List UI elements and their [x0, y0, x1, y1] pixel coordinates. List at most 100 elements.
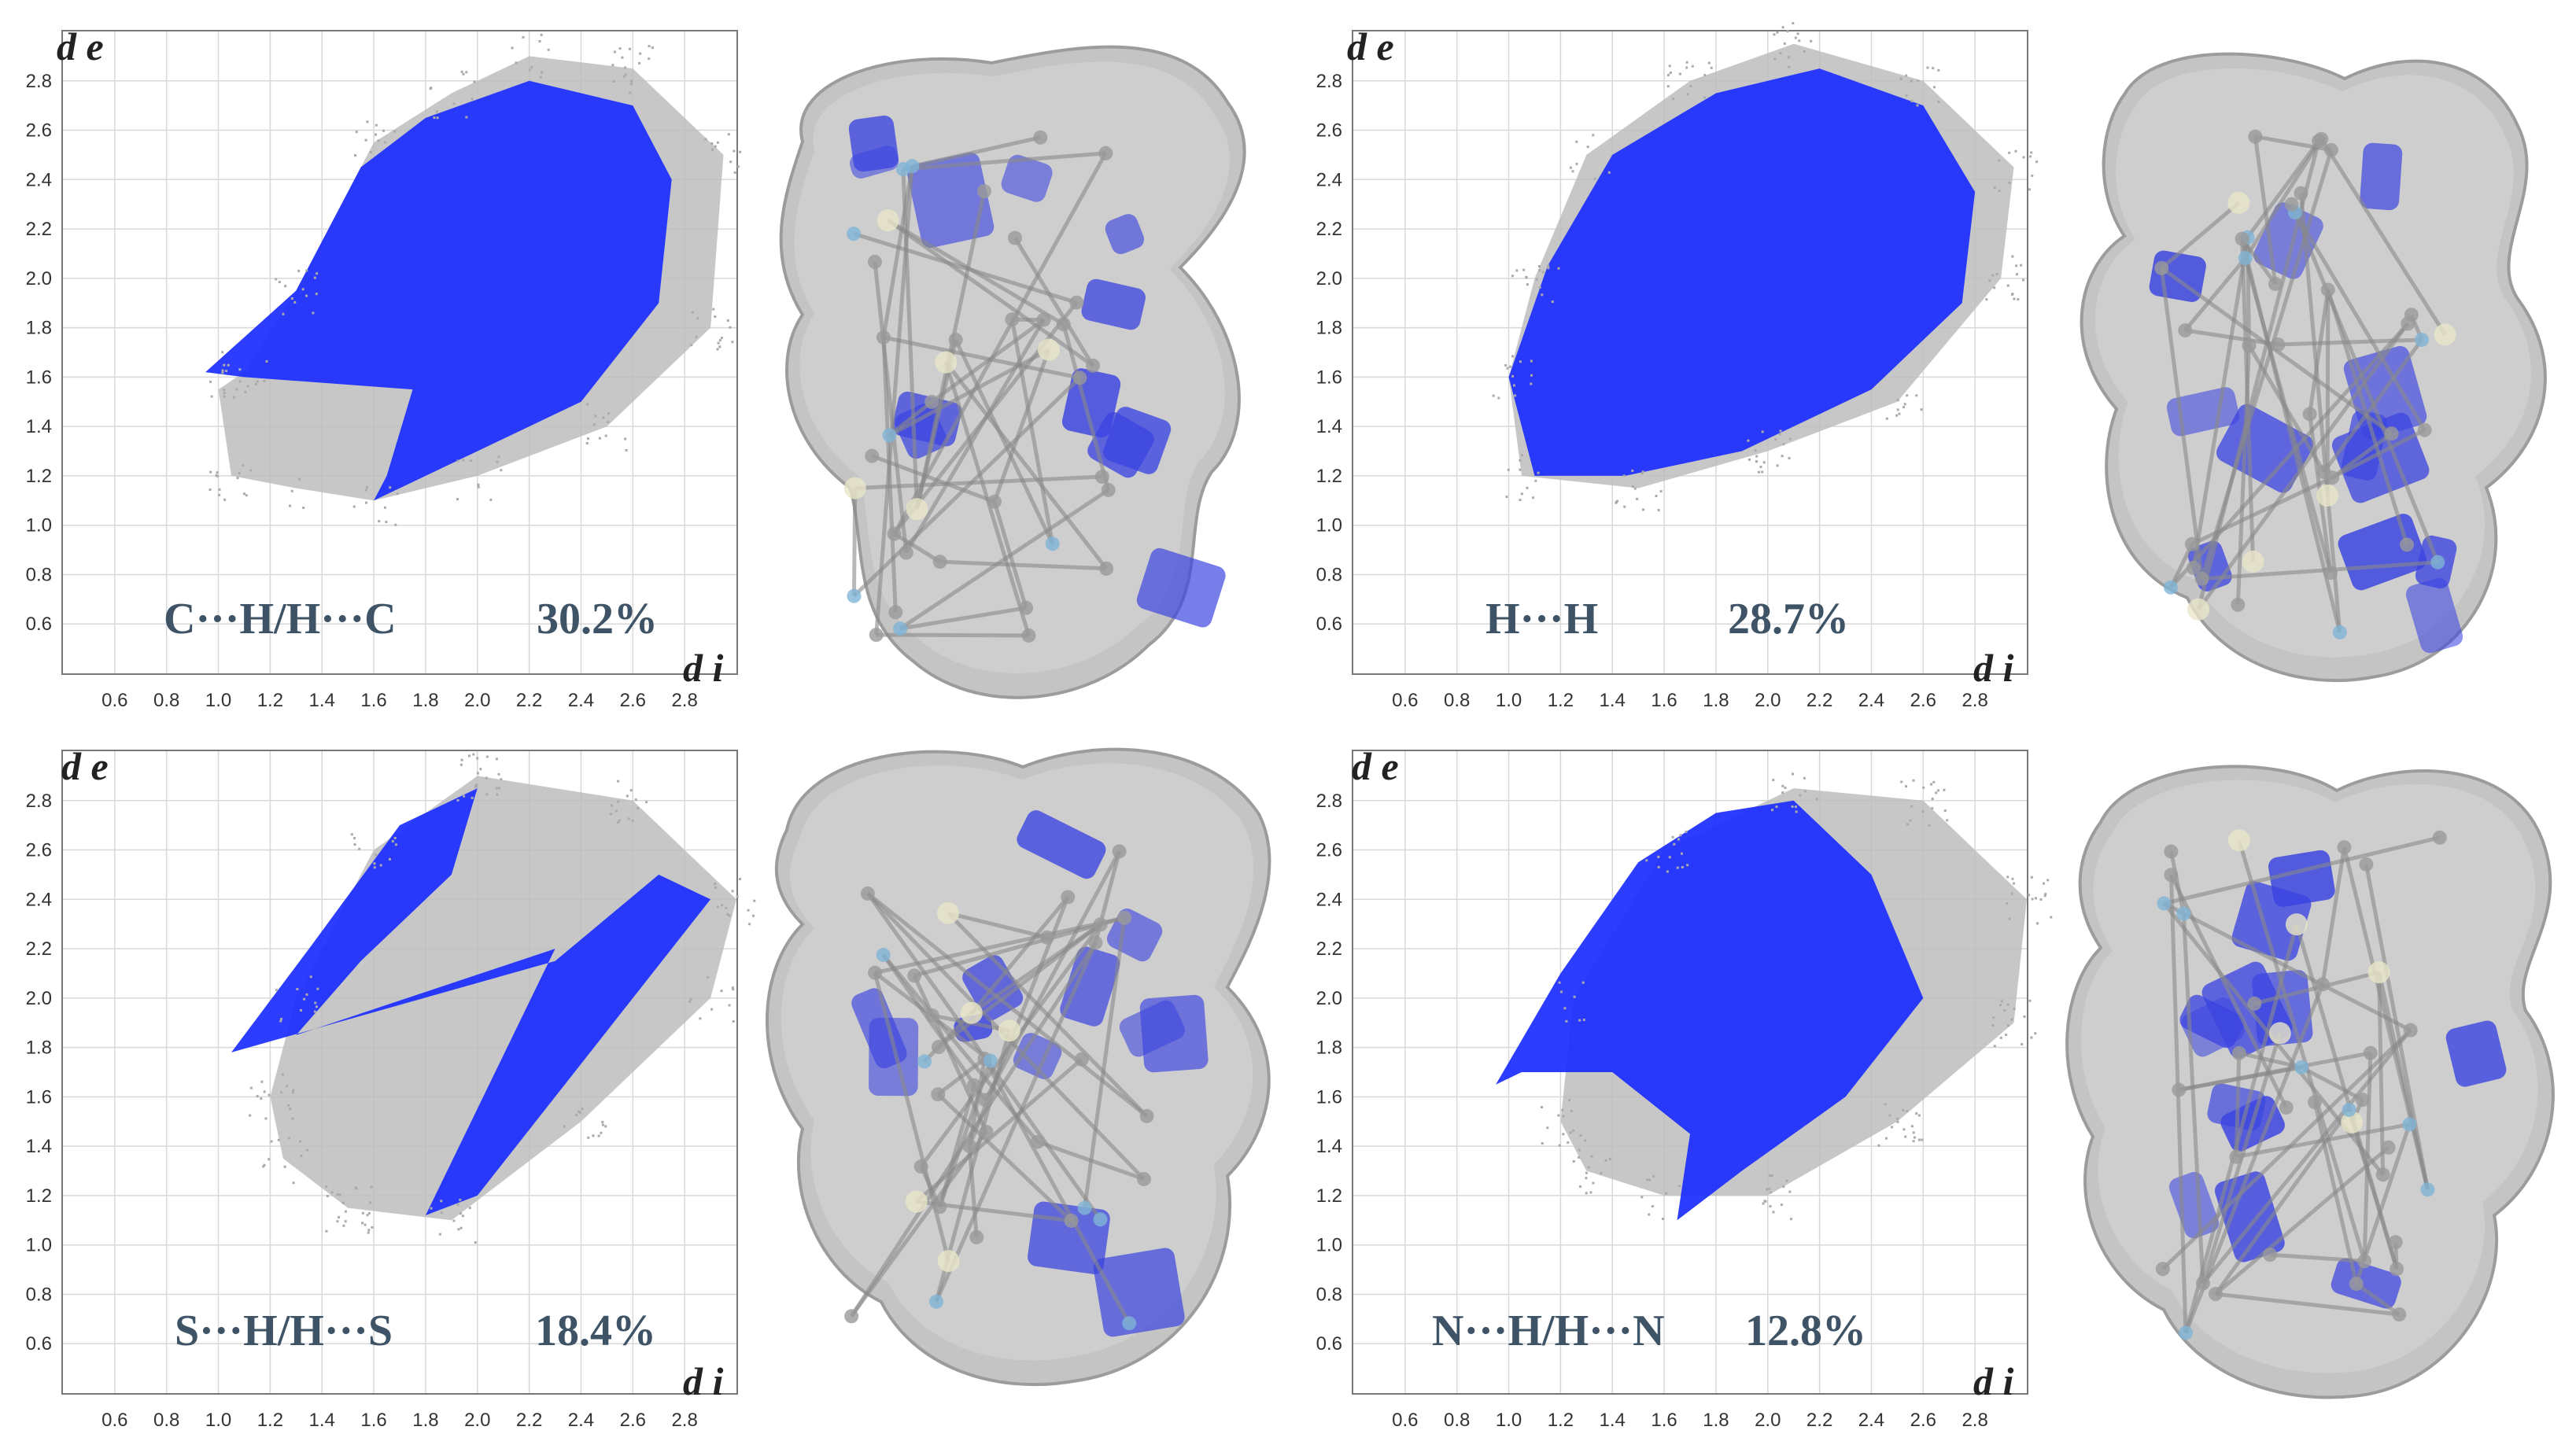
- speckle-point: [1530, 374, 1533, 377]
- speckle-point: [629, 47, 632, 50]
- speckle-point: [1896, 399, 1899, 402]
- bond: [852, 376, 1082, 598]
- bond: [911, 135, 1041, 168]
- speckle-point: [1652, 1174, 1655, 1178]
- speckle-point: [720, 990, 723, 993]
- speckle-point: [2035, 160, 2039, 164]
- speckle-point: [648, 57, 651, 61]
- speckle-point: [1999, 1004, 2002, 1007]
- speckle-point: [254, 383, 257, 386]
- speckle-point: [617, 820, 620, 824]
- speckle-point: [460, 758, 463, 761]
- speckle-point: [210, 395, 213, 398]
- speckle-point: [2046, 879, 2050, 882]
- speckle-point: [1586, 146, 1589, 149]
- contact-patch: [1001, 154, 1053, 202]
- y-tick-label: 1.4: [26, 1136, 52, 1157]
- x-tick-label: 1.0: [1496, 690, 1522, 711]
- speckle-point: [1916, 104, 1919, 107]
- x-tick-label: 2.4: [1858, 690, 1884, 711]
- speckle-point: [459, 1212, 462, 1215]
- speckle-point: [355, 131, 358, 134]
- y-tick-label: 2.6: [1316, 840, 1342, 861]
- speckle-point: [280, 1091, 283, 1094]
- atom: [899, 545, 913, 560]
- speckle-point: [1538, 269, 1541, 272]
- speckle-point: [1781, 784, 1784, 787]
- speckle-point: [374, 133, 377, 136]
- atom: [2357, 1254, 2372, 1269]
- y-tick-label: 2.4: [1316, 889, 1342, 910]
- speckle-point: [511, 46, 514, 50]
- speckle-point: [265, 359, 268, 363]
- speckle-point: [1578, 1019, 1581, 1022]
- speckle-point: [631, 819, 634, 822]
- bond: [2191, 237, 2250, 569]
- y-tick-label: 2.0: [1316, 268, 1342, 289]
- atom: [1093, 917, 1108, 932]
- y-tick-label: 1.8: [26, 318, 52, 339]
- speckle-point: [1666, 870, 1669, 873]
- atom: [983, 1053, 998, 1068]
- speckle-point: [2030, 151, 2033, 154]
- atom: [2363, 1045, 2378, 1060]
- speckle-point: [1585, 1192, 1588, 1195]
- speckle-point: [354, 154, 357, 157]
- contact-patch: [1105, 214, 1145, 255]
- x-axis-title: d i: [683, 1359, 724, 1403]
- atom: [2271, 337, 2286, 352]
- speckle-point: [540, 33, 543, 36]
- speckle-point: [1685, 66, 1688, 69]
- speckle-point: [361, 1222, 364, 1225]
- speckle-point: [1681, 865, 1684, 868]
- speckle-point: [282, 312, 285, 315]
- y-tick-label: 2.2: [1316, 219, 1342, 240]
- bond: [2214, 1145, 2390, 1296]
- speckle-point: [1679, 834, 1682, 837]
- atom: [937, 901, 960, 924]
- atom: [905, 159, 920, 174]
- speckle-point: [731, 341, 734, 344]
- speckle-point: [1759, 466, 1762, 469]
- speckle-point: [1935, 791, 1938, 794]
- bond: [2183, 923, 2299, 1333]
- bond: [871, 454, 995, 504]
- speckle-point: [1788, 56, 1791, 59]
- atom: [2332, 625, 2347, 640]
- atom: [1098, 146, 1113, 160]
- speckle-point: [369, 151, 372, 154]
- speckle-point: [286, 1085, 289, 1088]
- speckle-point: [1520, 492, 1523, 496]
- x-tick-label: 2.6: [620, 690, 646, 711]
- speckle-point: [1902, 1128, 1906, 1131]
- speckle-point: [1776, 31, 1779, 34]
- speckle-point: [301, 288, 304, 291]
- speckle-point: [1943, 809, 1947, 813]
- speckle-point: [1946, 819, 1949, 822]
- atom: [2186, 560, 2201, 575]
- speckle-point: [617, 780, 620, 783]
- speckle-point: [1546, 1126, 1549, 1130]
- atom: [1136, 1171, 1151, 1186]
- speckle-point: [457, 1228, 460, 1231]
- speckle-point: [342, 1224, 345, 1227]
- speckle-point: [604, 1125, 607, 1128]
- bond: [2200, 149, 2334, 580]
- speckle-point: [364, 138, 367, 142]
- speckle-point: [1567, 1141, 1570, 1145]
- speckle-point: [2010, 892, 2013, 895]
- selected-contacts-region: [1508, 68, 1976, 476]
- y-tick-label: 1.4: [1316, 1136, 1342, 1157]
- atom: [1117, 910, 1132, 925]
- speckle-point: [1803, 776, 1806, 780]
- speckle-point: [1794, 805, 1797, 809]
- y-tick-label: 1.0: [1316, 515, 1342, 536]
- speckle-point: [1589, 1191, 1592, 1194]
- atom: [2359, 857, 2374, 872]
- speckle-point: [1774, 438, 1777, 441]
- speckle-point: [1512, 384, 1515, 387]
- speckle-point: [747, 909, 750, 912]
- hirshfeld-surface-image: [2065, 765, 2555, 1399]
- speckle-point: [1569, 1131, 1572, 1134]
- speckle-point: [495, 758, 498, 761]
